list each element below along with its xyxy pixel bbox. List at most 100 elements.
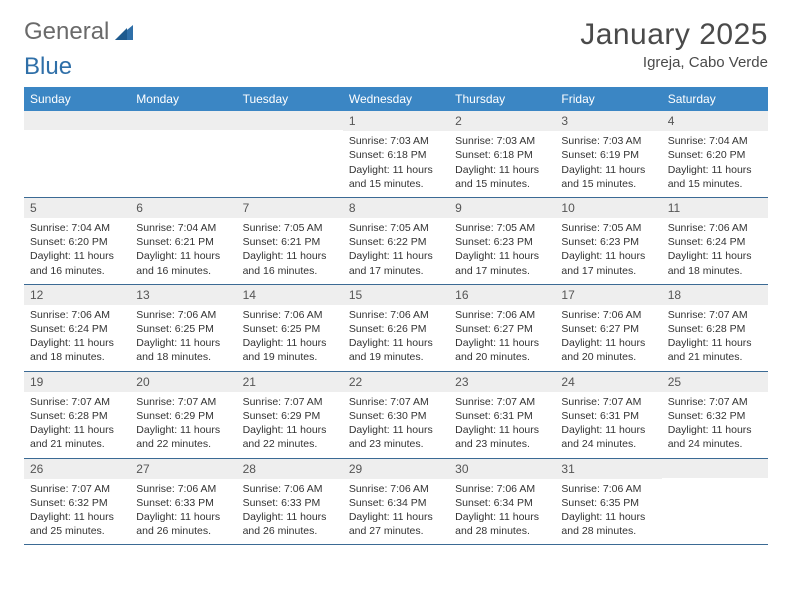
calendar: SundayMondayTuesdayWednesdayThursdayFrid… (24, 87, 768, 545)
daylight-text: Daylight: 11 hours and 22 minutes. (136, 423, 230, 451)
calendar-cell: 29Sunrise: 7:06 AMSunset: 6:34 PMDayligh… (343, 459, 449, 545)
sunrise-text: Sunrise: 7:07 AM (668, 395, 762, 409)
day-details: Sunrise: 7:05 AMSunset: 6:21 PMDaylight:… (237, 218, 343, 284)
day-number (237, 111, 343, 130)
sunset-text: Sunset: 6:33 PM (136, 496, 230, 510)
day-details: Sunrise: 7:06 AMSunset: 6:27 PMDaylight:… (555, 305, 661, 371)
sunset-text: Sunset: 6:21 PM (136, 235, 230, 249)
sunrise-text: Sunrise: 7:07 AM (136, 395, 230, 409)
day-details: Sunrise: 7:06 AMSunset: 6:33 PMDaylight:… (130, 479, 236, 545)
sunset-text: Sunset: 6:24 PM (30, 322, 124, 336)
day-number: 7 (237, 198, 343, 218)
sunrise-text: Sunrise: 7:03 AM (561, 134, 655, 148)
day-number: 21 (237, 372, 343, 392)
sunset-text: Sunset: 6:31 PM (455, 409, 549, 423)
sunrise-text: Sunrise: 7:05 AM (455, 221, 549, 235)
sunset-text: Sunset: 6:30 PM (349, 409, 443, 423)
sunrise-text: Sunrise: 7:03 AM (455, 134, 549, 148)
calendar-week: 5Sunrise: 7:04 AMSunset: 6:20 PMDaylight… (24, 198, 768, 285)
logo-text-blue: Blue (24, 53, 768, 81)
daylight-text: Daylight: 11 hours and 15 minutes. (349, 163, 443, 191)
sunset-text: Sunset: 6:24 PM (668, 235, 762, 249)
sunrise-text: Sunrise: 7:03 AM (349, 134, 443, 148)
day-details: Sunrise: 7:06 AMSunset: 6:26 PMDaylight:… (343, 305, 449, 371)
calendar-cell: 18Sunrise: 7:07 AMSunset: 6:28 PMDayligh… (662, 285, 768, 371)
daylight-text: Daylight: 11 hours and 17 minutes. (349, 249, 443, 277)
daylight-text: Daylight: 11 hours and 23 minutes. (349, 423, 443, 451)
calendar-cell: 16Sunrise: 7:06 AMSunset: 6:27 PMDayligh… (449, 285, 555, 371)
calendar-cell: 7Sunrise: 7:05 AMSunset: 6:21 PMDaylight… (237, 198, 343, 284)
day-details: Sunrise: 7:07 AMSunset: 6:28 PMDaylight:… (662, 305, 768, 371)
daylight-text: Daylight: 11 hours and 23 minutes. (455, 423, 549, 451)
day-details: Sunrise: 7:03 AMSunset: 6:18 PMDaylight:… (343, 131, 449, 197)
day-details: Sunrise: 7:06 AMSunset: 6:24 PMDaylight:… (24, 305, 130, 371)
calendar-cell: 21Sunrise: 7:07 AMSunset: 6:29 PMDayligh… (237, 372, 343, 458)
calendar-cell: 31Sunrise: 7:06 AMSunset: 6:35 PMDayligh… (555, 459, 661, 545)
sunrise-text: Sunrise: 7:04 AM (30, 221, 124, 235)
day-number: 11 (662, 198, 768, 218)
sunset-text: Sunset: 6:25 PM (243, 322, 337, 336)
sunset-text: Sunset: 6:31 PM (561, 409, 655, 423)
calendar-cell: 6Sunrise: 7:04 AMSunset: 6:21 PMDaylight… (130, 198, 236, 284)
calendar-cell (237, 111, 343, 197)
day-number: 5 (24, 198, 130, 218)
day-number: 8 (343, 198, 449, 218)
day-details: Sunrise: 7:05 AMSunset: 6:22 PMDaylight:… (343, 218, 449, 284)
calendar-body: 1Sunrise: 7:03 AMSunset: 6:18 PMDaylight… (24, 111, 768, 545)
weekday-header: Tuesday (237, 87, 343, 111)
sunset-text: Sunset: 6:26 PM (349, 322, 443, 336)
day-details: Sunrise: 7:06 AMSunset: 6:24 PMDaylight:… (662, 218, 768, 284)
day-details: Sunrise: 7:05 AMSunset: 6:23 PMDaylight:… (449, 218, 555, 284)
daylight-text: Daylight: 11 hours and 21 minutes. (668, 336, 762, 364)
day-details: Sunrise: 7:07 AMSunset: 6:31 PMDaylight:… (555, 392, 661, 458)
daylight-text: Daylight: 11 hours and 19 minutes. (349, 336, 443, 364)
sunset-text: Sunset: 6:32 PM (30, 496, 124, 510)
sunset-text: Sunset: 6:22 PM (349, 235, 443, 249)
sunrise-text: Sunrise: 7:07 AM (30, 482, 124, 496)
sunrise-text: Sunrise: 7:06 AM (561, 482, 655, 496)
daylight-text: Daylight: 11 hours and 18 minutes. (136, 336, 230, 364)
daylight-text: Daylight: 11 hours and 21 minutes. (30, 423, 124, 451)
sunrise-text: Sunrise: 7:04 AM (668, 134, 762, 148)
weekday-header: Monday (130, 87, 236, 111)
calendar-cell: 3Sunrise: 7:03 AMSunset: 6:19 PMDaylight… (555, 111, 661, 197)
sunset-text: Sunset: 6:34 PM (455, 496, 549, 510)
sunrise-text: Sunrise: 7:05 AM (349, 221, 443, 235)
sunrise-text: Sunrise: 7:07 AM (349, 395, 443, 409)
weekday-header: Wednesday (343, 87, 449, 111)
day-details: Sunrise: 7:04 AMSunset: 6:21 PMDaylight:… (130, 218, 236, 284)
sunrise-text: Sunrise: 7:06 AM (455, 482, 549, 496)
sunset-text: Sunset: 6:23 PM (455, 235, 549, 249)
weekday-header: Friday (555, 87, 661, 111)
daylight-text: Daylight: 11 hours and 25 minutes. (30, 510, 124, 538)
sunset-text: Sunset: 6:20 PM (668, 148, 762, 162)
sunrise-text: Sunrise: 7:06 AM (455, 308, 549, 322)
calendar-cell: 28Sunrise: 7:06 AMSunset: 6:33 PMDayligh… (237, 459, 343, 545)
sunset-text: Sunset: 6:32 PM (668, 409, 762, 423)
calendar-cell (662, 459, 768, 545)
sunset-text: Sunset: 6:27 PM (455, 322, 549, 336)
day-details: Sunrise: 7:06 AMSunset: 6:34 PMDaylight:… (449, 479, 555, 545)
sunrise-text: Sunrise: 7:06 AM (243, 308, 337, 322)
day-details: Sunrise: 7:07 AMSunset: 6:28 PMDaylight:… (24, 392, 130, 458)
daylight-text: Daylight: 11 hours and 15 minutes. (668, 163, 762, 191)
daylight-text: Daylight: 11 hours and 18 minutes. (668, 249, 762, 277)
calendar-cell: 27Sunrise: 7:06 AMSunset: 6:33 PMDayligh… (130, 459, 236, 545)
calendar-cell: 10Sunrise: 7:05 AMSunset: 6:23 PMDayligh… (555, 198, 661, 284)
daylight-text: Daylight: 11 hours and 26 minutes. (243, 510, 337, 538)
day-number: 28 (237, 459, 343, 479)
weekday-header: Sunday (24, 87, 130, 111)
day-details: Sunrise: 7:04 AMSunset: 6:20 PMDaylight:… (662, 131, 768, 197)
daylight-text: Daylight: 11 hours and 18 minutes. (30, 336, 124, 364)
day-number: 25 (662, 372, 768, 392)
weekday-header: Saturday (662, 87, 768, 111)
day-details: Sunrise: 7:05 AMSunset: 6:23 PMDaylight:… (555, 218, 661, 284)
logo-text-general: General (24, 18, 109, 46)
day-details: Sunrise: 7:06 AMSunset: 6:27 PMDaylight:… (449, 305, 555, 371)
calendar-week: 19Sunrise: 7:07 AMSunset: 6:28 PMDayligh… (24, 372, 768, 459)
weekday-header-row: SundayMondayTuesdayWednesdayThursdayFrid… (24, 87, 768, 111)
day-number: 3 (555, 111, 661, 131)
day-number (130, 111, 236, 130)
calendar-cell: 17Sunrise: 7:06 AMSunset: 6:27 PMDayligh… (555, 285, 661, 371)
day-number: 22 (343, 372, 449, 392)
